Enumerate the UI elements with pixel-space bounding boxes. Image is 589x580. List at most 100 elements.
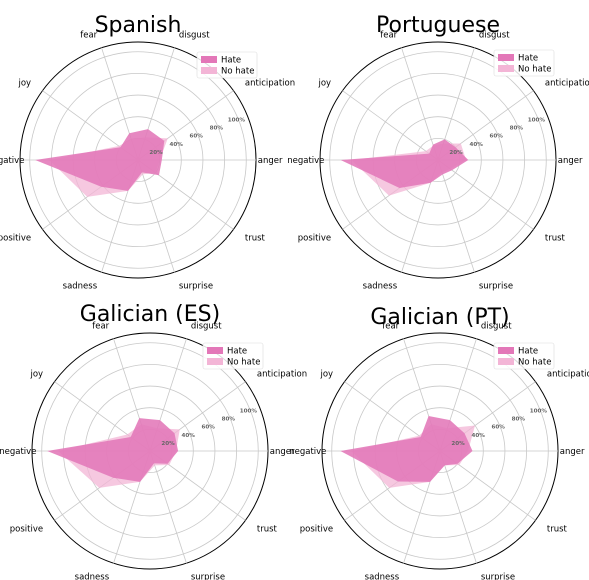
grid-spoke bbox=[437, 159, 475, 273]
legend-swatch-hate bbox=[498, 347, 514, 354]
radar-panel: 20% 40% 60% 80% 100% anger anticipation disgust… bbox=[289, 305, 589, 580]
legend-swatch-no-hate bbox=[201, 67, 217, 74]
category-label-disgust: disgust bbox=[481, 321, 512, 331]
panel-title: Portuguese bbox=[376, 13, 500, 38]
category-label-sadness: sadness bbox=[63, 282, 98, 292]
panel-title: Spanish bbox=[95, 13, 182, 38]
legend-label-no-hate: No hate bbox=[518, 65, 551, 75]
radial-tick-label: 60% bbox=[190, 134, 204, 140]
grid-spoke bbox=[437, 159, 534, 230]
series-hate-area bbox=[340, 139, 469, 188]
legend-swatch-hate bbox=[207, 347, 223, 354]
legend-label-hate: Hate bbox=[227, 347, 247, 357]
radial-tick-label: 20% bbox=[451, 441, 465, 447]
radial-tick-label: 60% bbox=[490, 134, 504, 140]
category-label-anticipation: anticipation bbox=[257, 369, 307, 379]
radial-tick-label: 100% bbox=[528, 117, 546, 123]
category-label-fear: fear bbox=[80, 30, 97, 40]
category-label-joy: joy bbox=[29, 369, 43, 379]
series-hate-area bbox=[47, 418, 179, 482]
panel-title: Galician (ES) bbox=[80, 302, 220, 327]
legend-swatch-no-hate bbox=[498, 358, 514, 365]
category-label-trust: trust bbox=[245, 234, 266, 244]
category-label-anger: anger bbox=[258, 156, 283, 166]
radial-tick-label: 40% bbox=[169, 142, 183, 148]
radial-tick-label: 60% bbox=[202, 425, 216, 431]
radial-tick-label: 40% bbox=[469, 142, 483, 148]
category-label-positive: positive bbox=[10, 525, 43, 535]
radial-tick-label: 100% bbox=[240, 408, 258, 414]
radial-tick-label: 20% bbox=[161, 441, 175, 447]
category-label-anger: anger bbox=[558, 156, 583, 166]
grid-spoke bbox=[137, 159, 175, 273]
legend-label-no-hate: No hate bbox=[227, 358, 260, 368]
category-label-anticipation: anticipation bbox=[245, 78, 295, 88]
legend-swatch-hate bbox=[498, 54, 514, 61]
legend-label-hate: Hate bbox=[518, 54, 538, 64]
legend-label-no-hate: No hate bbox=[518, 358, 551, 368]
panel-title: Galician (PT) bbox=[370, 305, 509, 330]
category-label-surprise: surprise bbox=[179, 282, 213, 292]
category-label-negative: negative bbox=[0, 447, 36, 457]
category-label-surprise: surprise bbox=[479, 282, 513, 292]
radial-tick-label: 80% bbox=[222, 417, 236, 423]
radial-tick-label: 20% bbox=[149, 150, 163, 156]
category-label-joy: joy bbox=[317, 78, 331, 88]
category-label-trust: trust bbox=[257, 525, 278, 535]
radar-panel: 20% 40% 60% 80% 100% anger anticipation disgust… bbox=[0, 302, 307, 580]
radar-panel: 20% 40% 60% 80% 100% anger anticipation disgust… bbox=[287, 13, 589, 292]
radial-tick-label: 40% bbox=[471, 433, 485, 439]
category-label-joy: joy bbox=[319, 369, 333, 379]
legend-swatch-no-hate bbox=[207, 358, 223, 365]
category-label-disgust: disgust bbox=[479, 30, 510, 40]
legend-label-hate: Hate bbox=[221, 56, 241, 66]
radial-tick-label: 80% bbox=[512, 417, 526, 423]
category-label-positive: positive bbox=[298, 234, 331, 244]
category-label-fear: fear bbox=[382, 321, 399, 331]
category-label-disgust: disgust bbox=[191, 321, 222, 331]
radial-tick-label: 80% bbox=[210, 126, 224, 132]
radial-tick-label: 80% bbox=[510, 126, 524, 132]
series-hate-area bbox=[340, 416, 473, 482]
category-label-surprise: surprise bbox=[481, 573, 515, 580]
category-label-sadness: sadness bbox=[365, 573, 400, 580]
category-label-anticipation: anticipation bbox=[547, 369, 589, 379]
category-label-sadness: sadness bbox=[363, 282, 398, 292]
category-label-negative: negative bbox=[0, 156, 24, 166]
category-label-anger: anger bbox=[270, 447, 295, 457]
category-label-surprise: surprise bbox=[191, 573, 225, 580]
radial-tick-label: 60% bbox=[492, 425, 506, 431]
category-label-fear: fear bbox=[380, 30, 397, 40]
series-hate-area bbox=[35, 129, 165, 191]
category-label-joy: joy bbox=[17, 78, 31, 88]
legend-swatch-no-hate bbox=[498, 65, 514, 72]
legend-swatch-hate bbox=[201, 56, 217, 63]
category-label-trust: trust bbox=[545, 234, 566, 244]
radial-tick-label: 20% bbox=[449, 150, 463, 156]
category-label-sadness: sadness bbox=[75, 573, 110, 580]
category-label-anger: anger bbox=[560, 447, 585, 457]
legend-label-hate: Hate bbox=[518, 347, 538, 357]
category-label-trust: trust bbox=[547, 525, 568, 535]
grid-spoke bbox=[342, 90, 439, 161]
radial-tick-label: 100% bbox=[530, 408, 548, 414]
grid-spoke bbox=[439, 450, 477, 564]
legend-label-no-hate: No hate bbox=[221, 67, 254, 77]
category-label-positive: positive bbox=[0, 234, 31, 244]
radar-panel: 20% 40% 60% 80% 100% anger anticipation disgust… bbox=[0, 13, 295, 292]
category-label-negative: negative bbox=[287, 156, 324, 166]
radial-tick-label: 100% bbox=[228, 117, 246, 123]
category-label-positive: positive bbox=[300, 525, 333, 535]
radial-tick-label: 40% bbox=[181, 433, 195, 439]
grid-spoke bbox=[401, 47, 439, 161]
category-label-fear: fear bbox=[92, 321, 109, 331]
category-label-disgust: disgust bbox=[179, 30, 210, 40]
grid-spoke bbox=[149, 450, 187, 564]
category-label-negative: negative bbox=[289, 447, 326, 457]
category-label-anticipation: anticipation bbox=[545, 78, 589, 88]
